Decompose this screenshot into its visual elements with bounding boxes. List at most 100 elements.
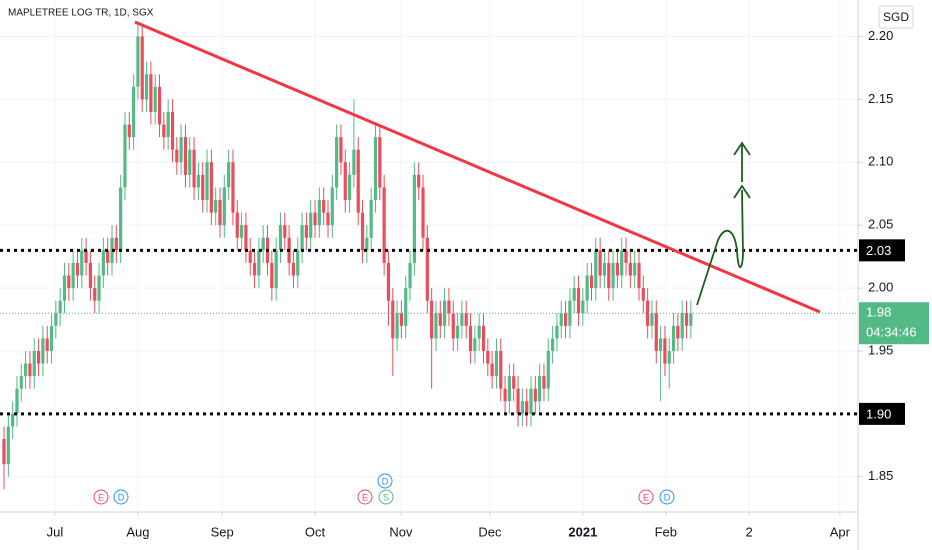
candle-body: [356, 149, 360, 213]
level-label: 2.03: [866, 243, 891, 258]
candle-body: [633, 262, 637, 276]
candle-body: [201, 174, 205, 201]
candle-body: [15, 388, 19, 414]
candle-body: [114, 237, 118, 251]
candle-body: [468, 325, 473, 351]
candle-body: [607, 262, 611, 289]
candle-body: [149, 74, 153, 112]
candle-body: [477, 325, 481, 339]
candle-body: [499, 350, 503, 389]
candle-body: [140, 36, 144, 100]
candle-body: [11, 413, 15, 427]
candle-body: [261, 237, 265, 251]
candle-body: [283, 225, 287, 238]
candle-body: [291, 262, 296, 276]
event-circle: [93, 489, 109, 505]
candle-body: [624, 250, 628, 263]
candle-body: [136, 36, 140, 87]
candle-body: [360, 212, 365, 251]
candle-body: [581, 300, 585, 314]
candle-body: [386, 262, 391, 301]
candle-body: [451, 313, 455, 339]
candle-body: [175, 149, 179, 163]
x-tick-label: Jul: [47, 524, 64, 539]
candle-body: [80, 250, 84, 276]
event-label: E: [98, 492, 104, 502]
candle-body: [641, 288, 645, 301]
candle-body: [218, 200, 222, 226]
candle-body: [157, 86, 162, 125]
event-label: E: [362, 492, 368, 502]
last-price-box: [859, 302, 929, 345]
event-label: D: [664, 492, 671, 502]
candle-body: [438, 313, 442, 326]
candle-body: [49, 325, 54, 351]
x-tick-label: Aug: [126, 524, 149, 539]
candle-body: [538, 376, 542, 402]
candle-body: [589, 275, 594, 289]
candle-body: [559, 313, 563, 326]
candle-body: [555, 325, 559, 339]
candle-body: [533, 388, 537, 402]
chart-title: MAPLETREE LOG TR, 1D, SGX: [8, 8, 154, 19]
candle-body: [611, 262, 615, 289]
candle-body: [209, 162, 213, 213]
candle-body: [248, 250, 252, 263]
x-tick-label: 2021: [568, 524, 597, 539]
candle-body: [486, 350, 490, 364]
y-tick-label: 1.85: [868, 468, 893, 483]
candle-body: [41, 338, 45, 364]
candle-body: [227, 162, 231, 188]
candle-body: [322, 200, 326, 213]
candle-body: [507, 376, 512, 402]
candle-body: [494, 350, 499, 377]
event-label: E: [643, 492, 649, 502]
candle-body: [317, 200, 321, 226]
candle-body: [572, 288, 576, 301]
level-label: 1.90: [866, 406, 891, 421]
x-tick-label: Oct: [305, 524, 326, 539]
event-circle: [377, 473, 393, 489]
candle-body: [84, 250, 88, 263]
candle-body: [188, 149, 192, 175]
candle-body: [365, 237, 369, 251]
candle-body: [637, 262, 641, 289]
candle-body: [481, 325, 486, 351]
candle-body: [54, 313, 58, 326]
event-circle: [113, 489, 129, 505]
candle-body: [391, 300, 395, 339]
candle-body: [88, 262, 93, 289]
candle-body: [300, 225, 304, 251]
candle-body: [551, 338, 555, 351]
candle-body: [503, 388, 507, 402]
candle-body: [369, 200, 373, 238]
candle-body: [529, 388, 533, 414]
y-tick-label: 2.10: [868, 154, 893, 169]
candle-body: [352, 149, 356, 175]
candle-body: [101, 250, 105, 276]
y-tick-label: 2.15: [868, 91, 893, 106]
event-circle: [659, 489, 675, 505]
candle-body: [309, 212, 313, 238]
candle-body: [127, 124, 131, 138]
x-tick-label: Apr: [830, 524, 851, 539]
level-label-box: [859, 402, 905, 425]
candle-body: [542, 376, 546, 389]
level-label-box: [859, 239, 905, 262]
x-tick-label: 2: [746, 524, 753, 539]
candle-body: [313, 212, 317, 226]
candle-body: [179, 137, 183, 163]
candle-body: [123, 124, 127, 188]
candles: [2, 23, 693, 490]
candle-body: [689, 313, 693, 326]
event-label: S: [383, 492, 389, 502]
candle-body: [214, 200, 218, 213]
candle-body: [19, 376, 23, 389]
candle-body: [525, 401, 529, 414]
candle-body: [512, 376, 516, 389]
candle-body: [162, 124, 166, 138]
y-tick-label: 2.05: [868, 217, 893, 232]
candle-body: [430, 300, 434, 339]
candle-body: [546, 350, 550, 389]
candle-body: [244, 225, 248, 251]
